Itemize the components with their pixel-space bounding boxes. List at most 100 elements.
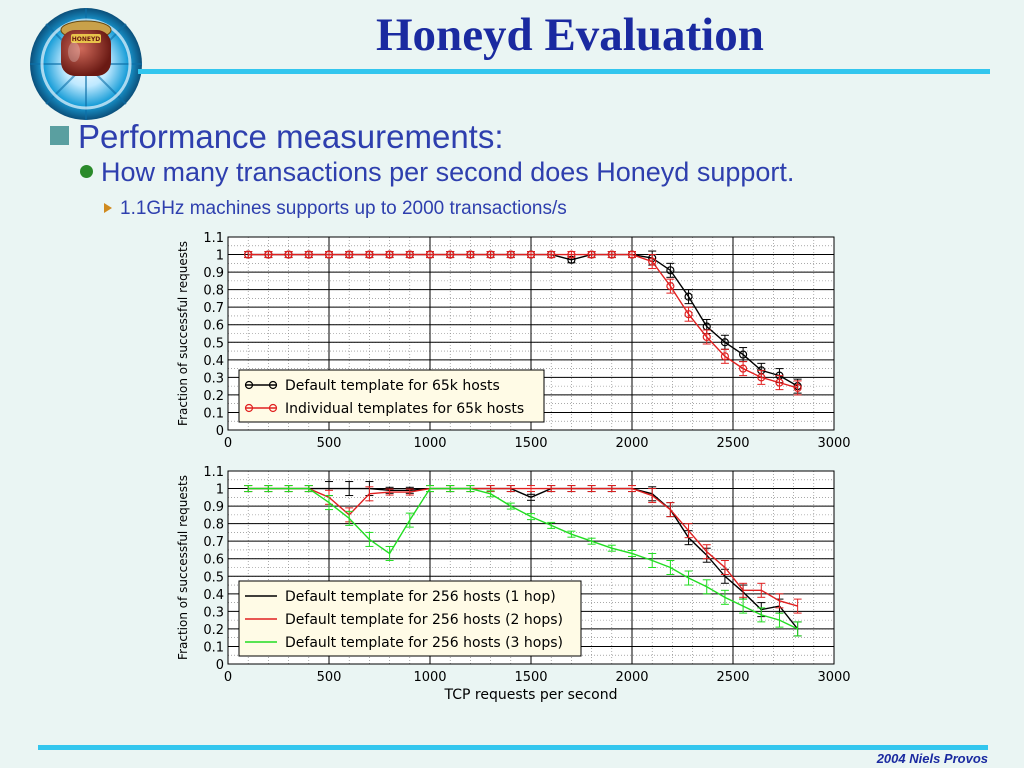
point-marker [446,250,455,259]
x-tick-label: 2000 [615,670,648,685]
x-tick-label: 0 [224,670,232,685]
y-tick-label: 0.2 [203,623,224,638]
data-point [365,486,374,502]
point-marker [547,250,556,259]
y-tick-label: 0.1 [203,640,224,655]
point-marker [385,250,394,259]
point-marker [425,250,435,259]
data-point [757,369,766,385]
data-point [547,485,556,493]
data-point [385,545,394,561]
point-marker [365,250,374,259]
y-tick-label: 0.8 [203,284,224,299]
data-point [587,537,596,545]
data-point [527,485,535,493]
slide-title: Honeyd Evaluation [376,9,764,61]
chart-panel-2: 0 500 1000 1500 2000 2500 300000.10.20.30.40.5… [176,465,851,703]
data-point [304,485,313,493]
point-marker [738,350,748,359]
y-tick-label: 0.5 [203,336,224,351]
data-point [365,531,374,547]
y-tick-label: 0.8 [203,518,224,533]
point-marker [264,250,273,259]
data-point [547,521,556,529]
data-point [567,530,576,538]
data-point [527,493,535,501]
point-marker [607,250,616,259]
square-bullet-icon [50,126,69,145]
y-tick-label: 0.4 [203,588,224,603]
data-point [466,250,475,259]
point-marker [486,250,495,259]
bullet-level2-text: How many transactions per second does Ho… [101,157,795,187]
data-point [607,250,616,259]
svg-text:HONEYD: HONEYD [72,36,101,43]
x-tick-label: 1000 [413,436,446,451]
point-marker [405,250,414,259]
data-point [757,607,766,623]
x-tick-label: 500 [317,436,342,451]
x-tick-label: 1500 [514,670,547,685]
data-point [304,250,313,259]
point-marker [684,292,693,301]
data-point [720,348,730,364]
data-point [720,560,729,575]
point-marker [506,250,515,259]
data-point [627,250,637,259]
data-point [666,560,675,575]
point-marker [793,383,802,392]
data-point [739,582,748,598]
legend: Default template for 65k hosts Individual… [238,369,545,423]
point-marker [526,250,536,259]
y-tick-label: 0.5 [203,570,224,585]
x-tick-label: 3000 [817,436,850,451]
y-tick-label: 0.6 [203,319,224,334]
y-axis-label: Fraction of successful requests [176,241,190,426]
y-tick-label: 0.9 [203,500,224,515]
x-tick-label: 1500 [514,436,547,451]
point-marker [304,250,313,259]
data-point [324,250,334,259]
point-marker [466,250,475,259]
data-point [666,278,675,294]
circle-bullet-icon [80,165,93,178]
series-2 [244,250,802,396]
data-point [738,361,748,377]
data-point [607,485,616,493]
point-marker [567,250,576,259]
data-point [684,523,693,539]
data-point [648,552,657,568]
data-point [526,250,536,259]
x-tick-label: 500 [317,670,342,685]
data-point [757,582,766,598]
legend-marker [244,380,254,390]
point-marker [244,250,253,259]
data-point [425,250,435,259]
data-point [793,380,802,396]
y-tick-label: 0.3 [203,605,224,620]
point-marker [284,250,293,259]
point-marker [345,250,354,259]
x-tick-label: 0 [224,436,232,451]
data-point [628,549,636,557]
performance-charts: 0 500 1000 1500 2000 2500 300000.10.20.30.40.5… [176,231,851,703]
bullet-level3-text: 1.1GHz machines supports up to 2000 tran… [120,198,567,219]
legend-label: Default template for 256 hosts (3 hops) [285,635,563,651]
data-point [648,488,657,504]
series-3 [244,485,802,637]
point-marker [648,257,657,266]
data-point [587,250,596,259]
footer-credit: 2004 Niels Provos [876,751,988,766]
triangle-bullet-icon [104,203,112,213]
data-point [720,589,729,605]
data-point [264,485,273,493]
bullet-level3: 1.1GHz machines supports up to 2000 tran… [104,198,567,220]
chart-panel-1: 0 500 1000 1500 2000 2500 300000.10.20.30.40.5… [176,231,851,451]
data-point [527,513,535,521]
y-tick-label: 0.7 [203,535,224,550]
data-point [405,488,414,496]
point-marker [627,250,637,259]
data-point [345,510,354,526]
data-point [587,485,596,493]
point-marker [720,338,730,347]
